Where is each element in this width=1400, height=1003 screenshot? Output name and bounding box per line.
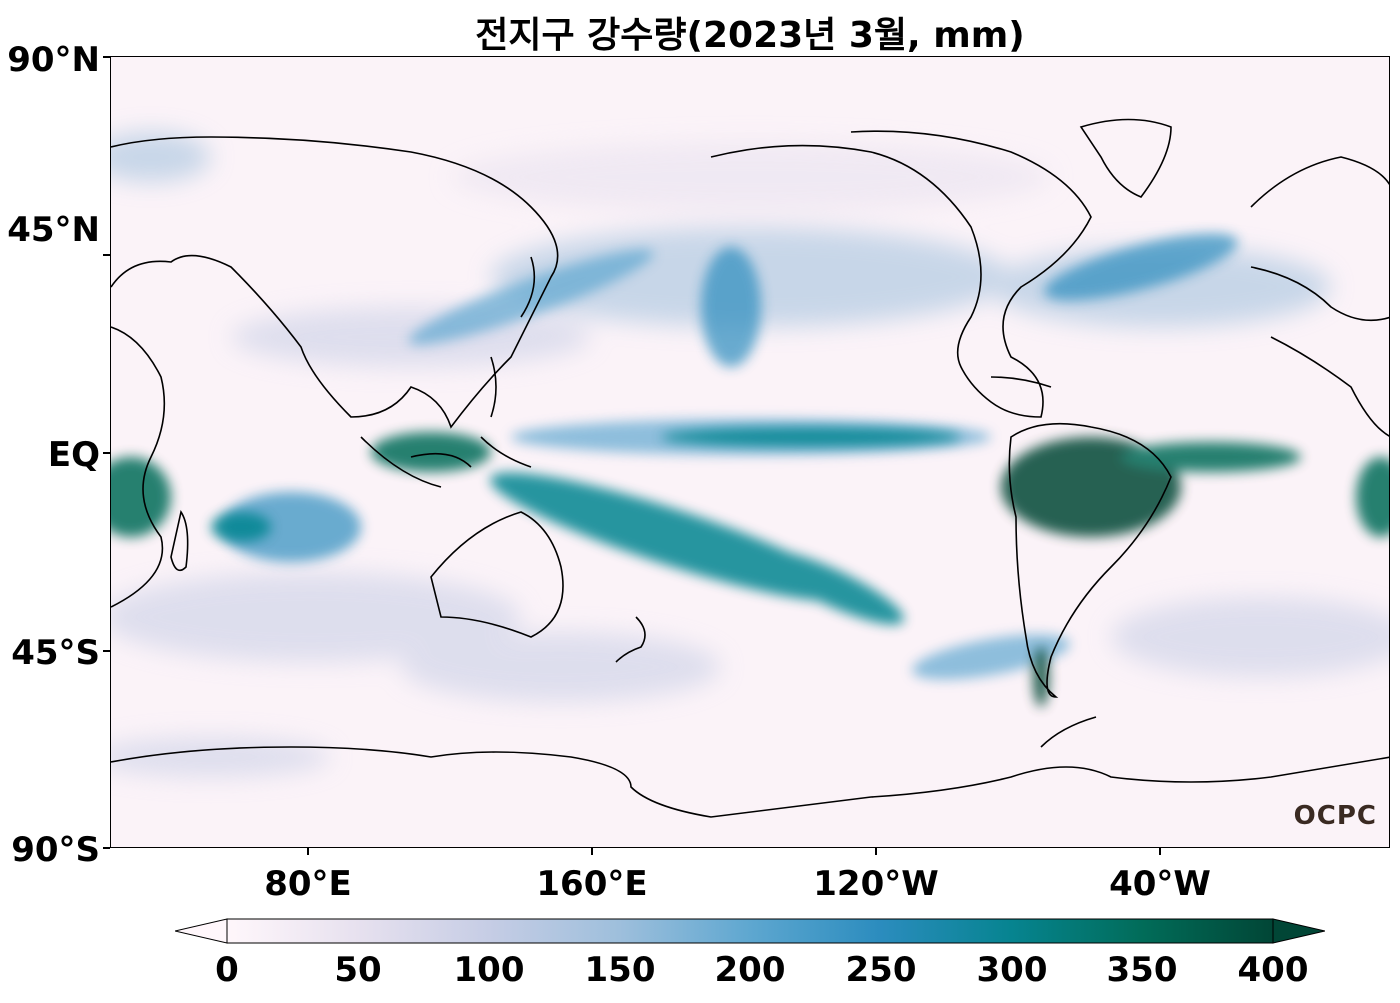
lon-label-40w: 40°W (1109, 864, 1211, 904)
map-svg (111, 57, 1389, 847)
lon-label-160e: 160°E (536, 864, 648, 904)
colorbar-tick-label: 0 (215, 950, 239, 990)
lat-tick (103, 847, 110, 849)
ocpc-logo: OCPC (1293, 801, 1377, 831)
lat-label-90s: 90°S (11, 830, 100, 870)
lon-tick (1159, 848, 1161, 855)
lat-tick (103, 56, 110, 58)
lat-label-eq: EQ (47, 435, 100, 475)
colorbar-tick-label: 50 (334, 950, 382, 990)
colorbar-min-extend (175, 918, 228, 944)
colorbar-max-extend (1272, 918, 1325, 944)
heavy-precip-bands (111, 427, 1389, 707)
lat-label-90n: 90°N (7, 40, 100, 80)
colorbar-tick-label: 200 (714, 950, 786, 990)
lon-tick (591, 848, 593, 855)
coastlines (111, 118, 1389, 818)
precipitation-map: OCPC (110, 56, 1390, 848)
lon-tick (875, 848, 877, 855)
colorbar-tick-label: 350 (1106, 950, 1178, 990)
lat-tick (103, 254, 110, 256)
colorbar-tick-label: 250 (845, 950, 917, 990)
lon-label-80e: 80°E (264, 864, 352, 904)
lon-tick (307, 848, 309, 855)
lat-label-45s: 45°S (11, 633, 100, 673)
colorbar-tick-label: 300 (976, 950, 1048, 990)
lat-tick (103, 650, 110, 652)
lat-tick (103, 452, 110, 454)
colorbar-tick-label: 150 (584, 950, 656, 990)
colorbar-gradient (226, 918, 1274, 944)
lat-label-45n: 45°N (7, 210, 100, 250)
lon-label-120w: 120°W (813, 864, 939, 904)
colorbar (175, 918, 1325, 944)
colorbar-tick-label: 400 (1237, 950, 1309, 990)
colorbar-tick-label: 100 (453, 950, 525, 990)
map-title: 전지구 강수량(2023년 3월, mm) (475, 15, 1025, 56)
